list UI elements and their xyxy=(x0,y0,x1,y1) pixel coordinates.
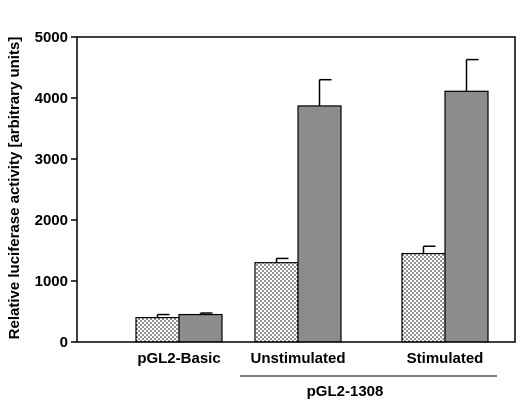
x-tick-label: pGL2-Basic xyxy=(137,350,220,367)
bar-unstimulated-series-2 xyxy=(297,105,342,343)
x-tick-label: Unstimulated xyxy=(250,350,345,367)
y-tick-label: 4000 xyxy=(35,90,68,107)
group-label: pGL2-1308 xyxy=(307,383,384,400)
y-tick-label: 1000 xyxy=(35,273,68,290)
y-tick-label: 5000 xyxy=(35,29,68,46)
bars xyxy=(135,58,489,343)
y-tick-label: 0 xyxy=(60,334,68,351)
bar-pgl2-basic-series-2 xyxy=(178,313,223,343)
x-axis-labels: pGL2-Basic Unstimulated Stimulated xyxy=(137,350,483,367)
bar-pgl2-basic-series-1 xyxy=(135,317,180,343)
bar-unstimulated-series-1 xyxy=(254,262,299,343)
x-tick-label: Stimulated xyxy=(407,350,484,367)
y-tick-label: 2000 xyxy=(35,212,68,229)
bar-stimulated-series-1 xyxy=(401,252,446,343)
y-tick-label: 3000 xyxy=(35,151,68,168)
plot-frame xyxy=(76,36,516,343)
y-axis-ticks: 0 1000 2000 3000 4000 5000 xyxy=(35,29,77,351)
axes-frame xyxy=(76,36,516,343)
y-axis-label: Relative luciferase activity [arbitrary … xyxy=(6,37,23,340)
bar-stimulated-series-2 xyxy=(444,90,489,343)
